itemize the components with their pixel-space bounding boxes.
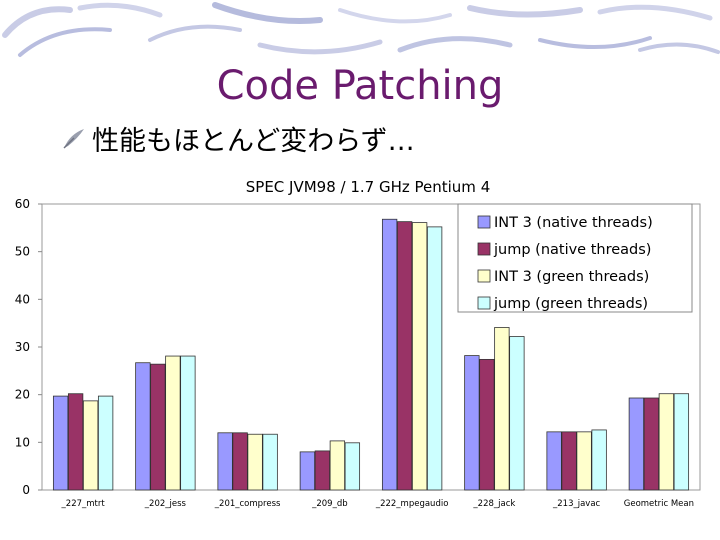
bar-2 [232,432,248,491]
legend-swatch [477,269,491,283]
bar-3 [329,440,346,491]
bar-3 [411,222,428,491]
y-tick-label: 20 [15,388,30,402]
legend-label: jump (green threads) [493,296,648,312]
bar-2 [314,450,331,491]
bar-2 [643,397,660,491]
bar-1 [299,451,316,491]
bar-4 [426,226,443,491]
bar-4 [591,429,607,491]
x-tick-label: _201_compress [214,499,281,509]
bar-4 [262,433,278,491]
bullet-item: 性能もほとんど変わらず… [60,118,415,158]
x-tick-label: Geometric Mean [624,499,694,509]
quill-bullet-icon [63,129,84,149]
bar-1 [135,362,151,491]
bar-3 [165,355,181,491]
bar-1 [217,432,233,491]
bar-3 [576,431,592,491]
bar-1 [464,355,480,491]
bullet-text: 性能もほとんど変わらず… [92,125,415,157]
legend-label: INT 3 (native threads) [494,215,653,231]
bar-4 [180,355,196,491]
legend-swatch [477,296,491,310]
slide-title: Code Patching [216,63,504,109]
bar-2 [396,221,413,491]
bar-1 [628,397,645,491]
bar-2 [479,358,495,491]
x-tick-label: _202_jess [144,499,187,509]
bar-3 [82,400,99,491]
bar-1 [546,431,562,491]
bar-4 [509,336,525,491]
header-decoration [2,2,720,57]
bar-2 [150,363,166,491]
legend-label: INT 3 (green threads) [494,269,649,285]
x-tick-label: _213_javac [552,499,601,509]
bar-4 [344,442,361,491]
legend-swatch [477,215,491,229]
legend-swatch [477,242,491,256]
legend-box [457,203,693,313]
bar-4 [673,393,690,491]
x-tick-label: _228_jack [472,499,515,509]
bar-2 [561,431,577,491]
x-tick-label: _227_mtrt [61,499,106,509]
y-tick-label: 30 [15,340,30,354]
chart-title: SPEC JVM98 / 1.7 GHz Pentium 4 [246,178,490,196]
y-tick-label: 0 [22,483,30,497]
bar-2 [67,393,84,491]
y-tick-label: 50 [15,245,30,259]
x-tick-label: _209_db [311,499,348,509]
y-tick-label: 10 [15,435,30,449]
bar-chart: SPEC JVM98 / 1.7 GHz Pentium 4 0 10 20 30 40… [15,178,701,509]
y-tick-label: 60 [15,197,30,211]
legend-label: jump (native threads) [493,242,651,258]
bar-1 [381,218,398,491]
bar-3 [247,433,263,491]
bar-1 [52,395,69,491]
bar-3 [494,327,510,491]
y-tick-label: 40 [15,292,30,306]
x-tick-label: _222_mpegaudio [375,499,449,509]
bar-3 [658,393,675,491]
bar-4 [97,395,114,491]
